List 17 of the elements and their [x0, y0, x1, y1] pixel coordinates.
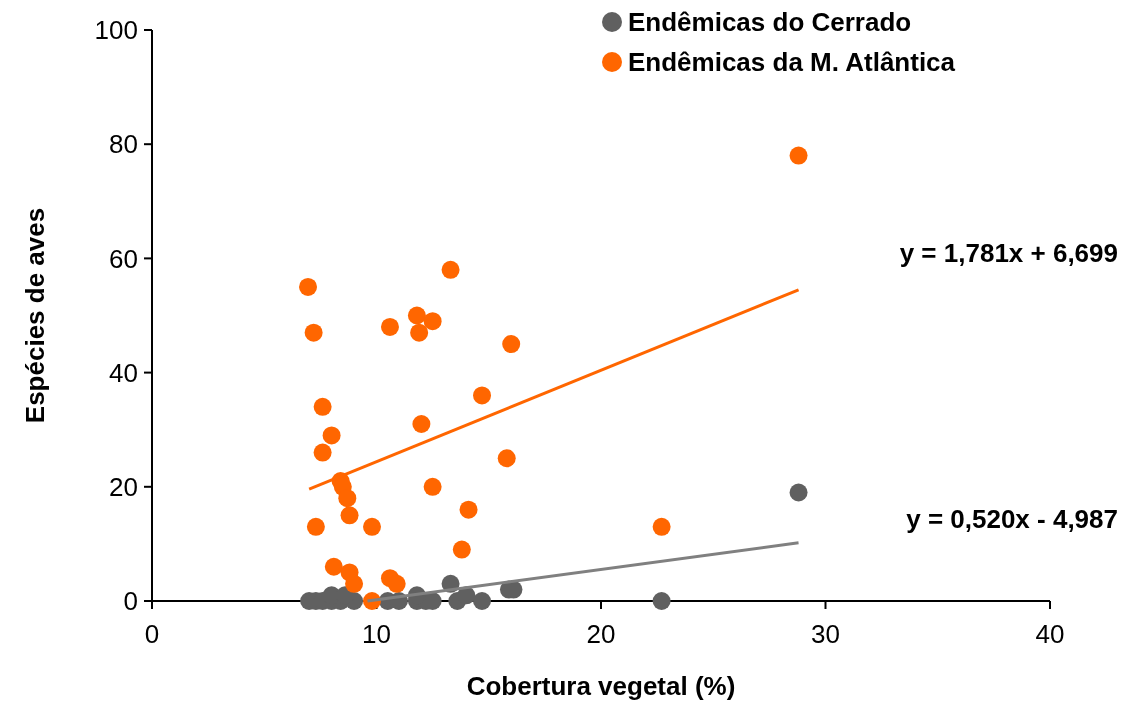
x-tick-label: 0 [144, 619, 160, 649]
annotation: y = 1,781x + 6,699 [899, 238, 1118, 268]
x-tick-label: 10 [362, 619, 391, 649]
legend-label: Endêmicas da M. Atlântica [628, 47, 956, 78]
x-tick-label: 30 [811, 619, 840, 649]
x-tick-label: 20 [586, 619, 616, 649]
legend-label: Endêmicas do Cerrado [628, 7, 912, 38]
x-axis-title: Cobertura vegetal (%) [466, 671, 736, 701]
y-tick-label: 80 [109, 129, 138, 160]
annotation: y = 0,520x - 4,987 [906, 504, 1118, 534]
y-tick-label: 0 [123, 586, 138, 617]
y-axis-title: Espécies de aves [20, 207, 50, 424]
y-tick-label: 20 [109, 471, 138, 502]
y-tick-label: 100 [94, 15, 138, 46]
x-tick-label: 40 [1035, 619, 1065, 649]
y-tick-label: 40 [109, 357, 138, 388]
y-tick-label: 60 [109, 243, 138, 274]
